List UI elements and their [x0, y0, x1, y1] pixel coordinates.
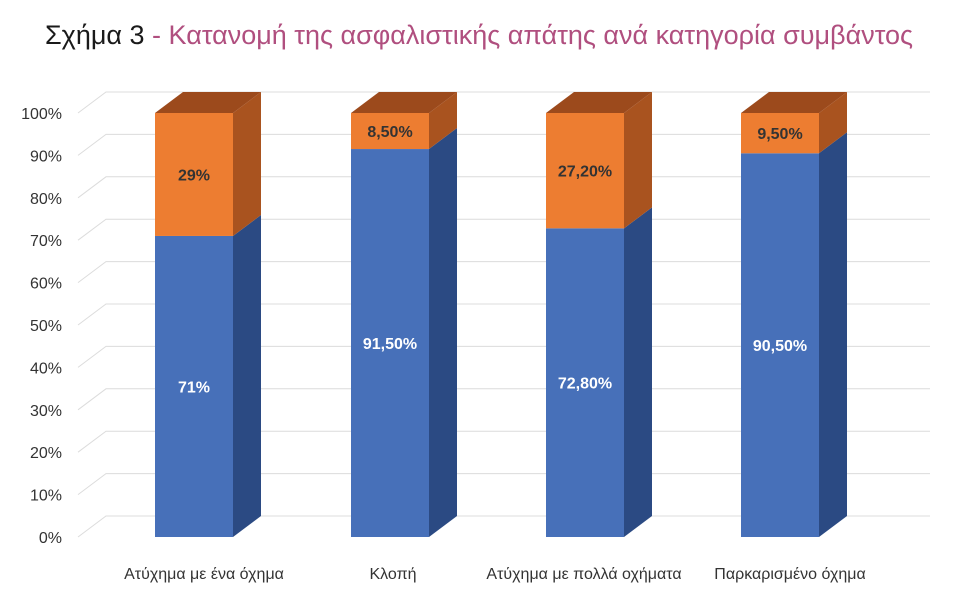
bar-segment-side: [233, 92, 261, 236]
gridline: [77, 218, 930, 241]
bar-segment-side: [233, 214, 261, 537]
x-category-label: Παρκαρισμένο όχημα: [714, 566, 865, 583]
y-tick-label: 70%: [30, 233, 62, 250]
bar-segment-front: [351, 113, 429, 150]
data-label: 9,50%: [757, 126, 802, 143]
bar-top-cap: [546, 92, 652, 113]
y-tick-label: 100%: [21, 106, 62, 123]
gridline: [77, 303, 930, 326]
data-label: 91,50%: [363, 336, 417, 353]
gridline: [77, 133, 930, 156]
y-tick-label: 20%: [30, 445, 62, 462]
bar-segment-front: [546, 228, 624, 537]
gridline: [77, 473, 930, 496]
bar-segment-front: [155, 235, 233, 537]
bar-segment-side: [624, 92, 652, 229]
gridline: [77, 261, 930, 284]
data-label: 90,50%: [753, 338, 807, 355]
gridline: [77, 176, 930, 199]
gridline: [77, 515, 930, 538]
bar-segment-front: [741, 153, 819, 537]
bar-segment-side: [819, 92, 847, 154]
data-label: 29%: [178, 167, 210, 184]
y-tick-label: 0%: [39, 530, 62, 547]
y-tick-label: 30%: [30, 403, 62, 420]
gridlines: [77, 91, 930, 538]
chart-title-lead: Σχήμα 3: [44, 20, 145, 50]
bar-segment-side: [819, 132, 847, 537]
bar-segment-front: [741, 113, 819, 154]
y-tick-label: 10%: [30, 488, 62, 505]
y-tick-label: 60%: [30, 276, 62, 293]
data-label: 72,80%: [558, 376, 612, 393]
data-label: 27,20%: [558, 164, 612, 181]
y-tick-label: 40%: [30, 360, 62, 377]
gridline: [77, 388, 930, 411]
bar-top-cap: [741, 92, 847, 113]
chart-title-rest: - Κατανομή της ασφαλιστικής απάτης ανά κ…: [144, 20, 914, 50]
gridline: [77, 91, 930, 114]
bar-segment-front: [546, 113, 624, 229]
gridline: [77, 430, 930, 453]
x-category-label: Κλοπή: [369, 566, 416, 583]
bar-segment-front: [155, 113, 233, 236]
x-category-label: Ατύχημα με πολλά οχήματα: [486, 566, 681, 583]
chart-title: Σχήμα 3 - Κατανομή της ασφαλιστικής απάτ…: [0, 20, 958, 51]
data-label: 8,50%: [367, 124, 412, 141]
data-label: 71%: [178, 379, 210, 396]
bar-top-cap: [351, 92, 457, 113]
bar-top-cap: [155, 92, 261, 113]
gridline: [77, 345, 930, 368]
y-tick-label: 90%: [30, 148, 62, 165]
bar-segment-side: [429, 92, 457, 150]
bar-segment-front: [351, 149, 429, 538]
bar-segment-side: [624, 207, 652, 537]
bar-segment-side: [429, 128, 457, 538]
y-tick-label: 50%: [30, 318, 62, 335]
y-tick-label: 80%: [30, 191, 62, 208]
x-category-label: Ατύχημα με ένα όχημα: [124, 566, 284, 583]
